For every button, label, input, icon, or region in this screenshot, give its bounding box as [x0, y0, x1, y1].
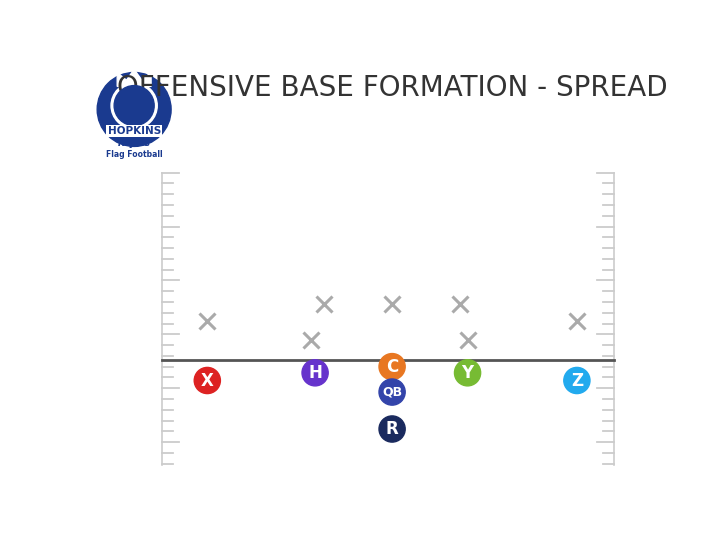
Text: C: C	[386, 357, 398, 376]
Polygon shape	[117, 70, 151, 86]
Circle shape	[111, 83, 157, 129]
Circle shape	[379, 354, 405, 380]
Text: Z: Z	[571, 372, 583, 389]
Circle shape	[97, 72, 171, 146]
Circle shape	[454, 360, 481, 386]
Text: Y: Y	[462, 364, 474, 382]
Text: HOPKINS: HOPKINS	[107, 126, 161, 136]
Circle shape	[379, 416, 405, 442]
Circle shape	[114, 85, 154, 126]
Circle shape	[194, 367, 220, 394]
Text: X: X	[201, 372, 214, 389]
Text: R: R	[386, 420, 398, 438]
Text: Flag Football: Flag Football	[106, 150, 163, 159]
Circle shape	[564, 367, 590, 394]
Text: QB: QB	[382, 386, 402, 399]
Circle shape	[302, 360, 328, 386]
Circle shape	[379, 379, 405, 405]
Text: H: H	[308, 364, 322, 382]
Text: OFFENSIVE BASE FORMATION - SPREAD: OFFENSIVE BASE FORMATION - SPREAD	[117, 74, 667, 102]
Text: Royals: Royals	[117, 139, 150, 148]
